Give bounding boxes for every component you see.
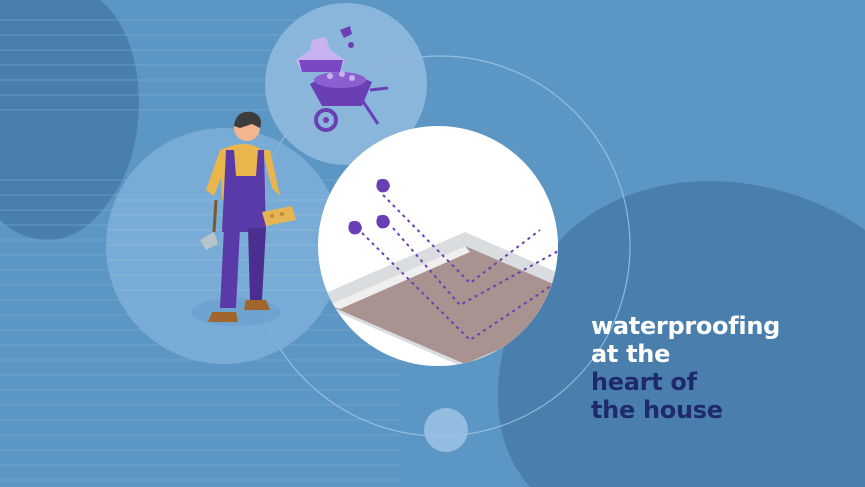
tagline-line-2: at the <box>591 340 671 368</box>
tagline-line-3: heart of <box>591 368 697 396</box>
worker-figure <box>200 111 296 322</box>
worker-bubble <box>106 111 342 364</box>
flask-icon <box>296 26 354 72</box>
water-drop-icon <box>348 178 390 235</box>
waterproof-detail-bubble <box>318 126 558 366</box>
tagline-line-1: waterproofing <box>591 312 780 340</box>
tagline-line-4: the house <box>591 396 723 424</box>
bg-blob-right <box>497 181 865 487</box>
wheelbarrow-icon <box>310 71 389 132</box>
orbit-dot <box>424 408 468 452</box>
materials-bubble <box>265 3 427 165</box>
tagline: waterproofing at the heart of the house <box>591 312 780 424</box>
